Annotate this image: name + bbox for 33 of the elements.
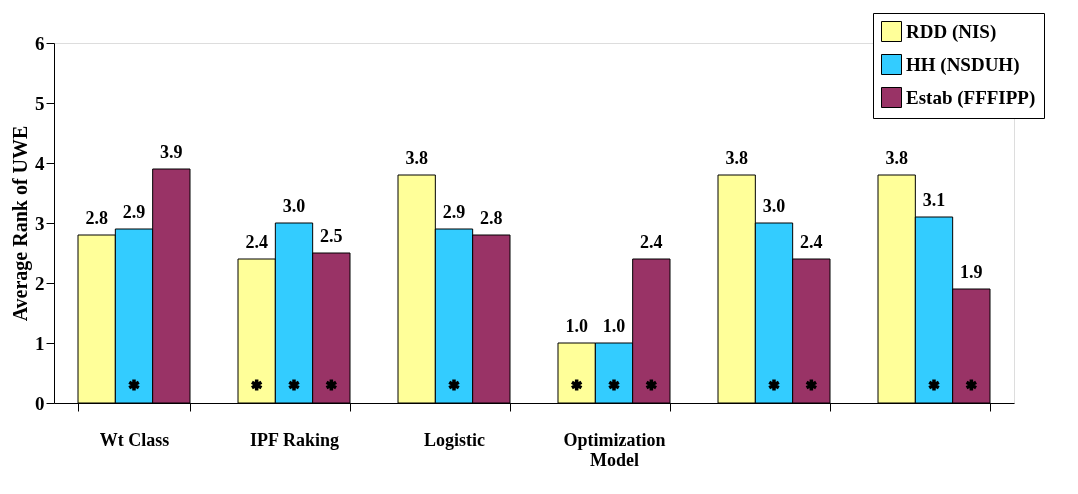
data-label: 2.8	[480, 208, 503, 228]
legend-label: Estab (FFFIPP)	[906, 86, 1036, 109]
data-label: 2.4	[640, 232, 663, 252]
y-tick-label: 1	[35, 332, 45, 354]
data-label: 3.9	[160, 142, 183, 162]
data-label: 3.8	[405, 148, 428, 168]
data-label: 2.4	[245, 232, 268, 252]
y-tick-label: 3	[35, 212, 45, 234]
legend-label: RDD (NIS)	[906, 20, 997, 43]
data-label: 2.4	[800, 232, 823, 252]
y-tick-label: 0	[35, 392, 45, 414]
data-label: 3.8	[885, 148, 908, 168]
data-label: 2.8	[85, 208, 108, 228]
data-label: 1.9	[960, 262, 983, 282]
data-label: 3.0	[282, 196, 306, 216]
x-tick-label: Optimization Model	[563, 429, 666, 470]
data-label: 2.9	[122, 202, 146, 222]
y-tick-label: 6	[35, 32, 45, 54]
data-label: 3.8	[725, 148, 748, 168]
data-label: 2.5	[320, 226, 343, 246]
x-tick-label: Logistic	[424, 429, 486, 450]
data-label: 3.0	[762, 196, 786, 216]
legend-label: HH (NSDUH)	[906, 53, 1020, 76]
y-tick-label: 5	[35, 92, 45, 114]
y-tick-label: 4	[35, 152, 45, 174]
y-tick-label: 2	[35, 272, 45, 294]
y-axis-title: Average Rank of UWE	[9, 125, 32, 322]
data-label: 2.9	[442, 202, 466, 222]
data-label: 1.0	[565, 316, 588, 336]
x-tick-label: Wt Class	[99, 429, 170, 450]
x-tick-label: IPF Raking	[250, 429, 339, 450]
data-label: 1.0	[602, 316, 626, 336]
data-label: 3.1	[922, 190, 946, 210]
